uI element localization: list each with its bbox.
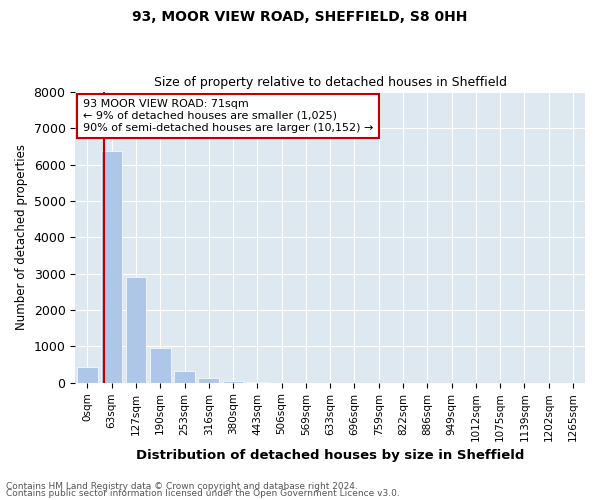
Title: Size of property relative to detached houses in Sheffield: Size of property relative to detached ho… bbox=[154, 76, 506, 90]
Bar bbox=[199, 378, 219, 382]
Bar bbox=[101, 151, 122, 382]
Text: 93, MOOR VIEW ROAD, SHEFFIELD, S8 0HH: 93, MOOR VIEW ROAD, SHEFFIELD, S8 0HH bbox=[133, 10, 467, 24]
Text: Contains public sector information licensed under the Open Government Licence v3: Contains public sector information licen… bbox=[6, 490, 400, 498]
Bar bbox=[150, 348, 170, 382]
Bar bbox=[223, 380, 244, 382]
Bar bbox=[77, 366, 98, 382]
X-axis label: Distribution of detached houses by size in Sheffield: Distribution of detached houses by size … bbox=[136, 450, 524, 462]
Y-axis label: Number of detached properties: Number of detached properties bbox=[15, 144, 28, 330]
Text: 93 MOOR VIEW ROAD: 71sqm
← 9% of detached houses are smaller (1,025)
90% of semi: 93 MOOR VIEW ROAD: 71sqm ← 9% of detache… bbox=[83, 100, 373, 132]
Bar bbox=[125, 276, 146, 382]
Text: Contains HM Land Registry data © Crown copyright and database right 2024.: Contains HM Land Registry data © Crown c… bbox=[6, 482, 358, 491]
Bar bbox=[174, 372, 195, 382]
